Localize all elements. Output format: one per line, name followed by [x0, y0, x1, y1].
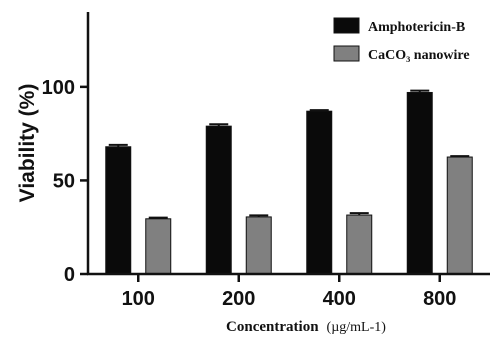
- x-tick-label: 200: [222, 288, 255, 310]
- x-tick-label: 800: [423, 288, 456, 310]
- x-tick-label: 100: [122, 288, 155, 310]
- bar: [446, 156, 473, 275]
- bar: [145, 218, 172, 275]
- legend-label: CaCO₃ nanowire: [368, 48, 470, 63]
- axes-layer: [86, 12, 490, 276]
- bar: [205, 125, 232, 275]
- legend: Amphotericin-B CaCO₃ nanowire: [333, 17, 470, 63]
- y-ticks: 0 50 100: [42, 77, 88, 286]
- x-axis-label-unit: (µg/mL-1): [327, 320, 387, 335]
- y-tick-label: 50: [53, 170, 75, 192]
- x-axis-label: Concentration (µg/mL-1): [226, 318, 386, 335]
- bar: [306, 110, 333, 275]
- x-tick-label: 400: [323, 288, 356, 310]
- x-axis-label-main: Concentration: [226, 319, 319, 335]
- bars-layer: [105, 89, 473, 275]
- y-tick-label: 100: [42, 77, 75, 99]
- legend-label: Amphotericin-B: [368, 20, 465, 35]
- bar: [105, 146, 132, 275]
- bar: [245, 216, 272, 275]
- legend-swatch: [333, 17, 360, 34]
- legend-swatch: [333, 45, 360, 62]
- y-tick-label: 0: [64, 264, 75, 286]
- bar: [346, 214, 373, 275]
- bar: [406, 91, 433, 275]
- y-axis-label: Viability (%): [16, 84, 39, 203]
- x-ticks: 100 200 400 800: [122, 274, 456, 310]
